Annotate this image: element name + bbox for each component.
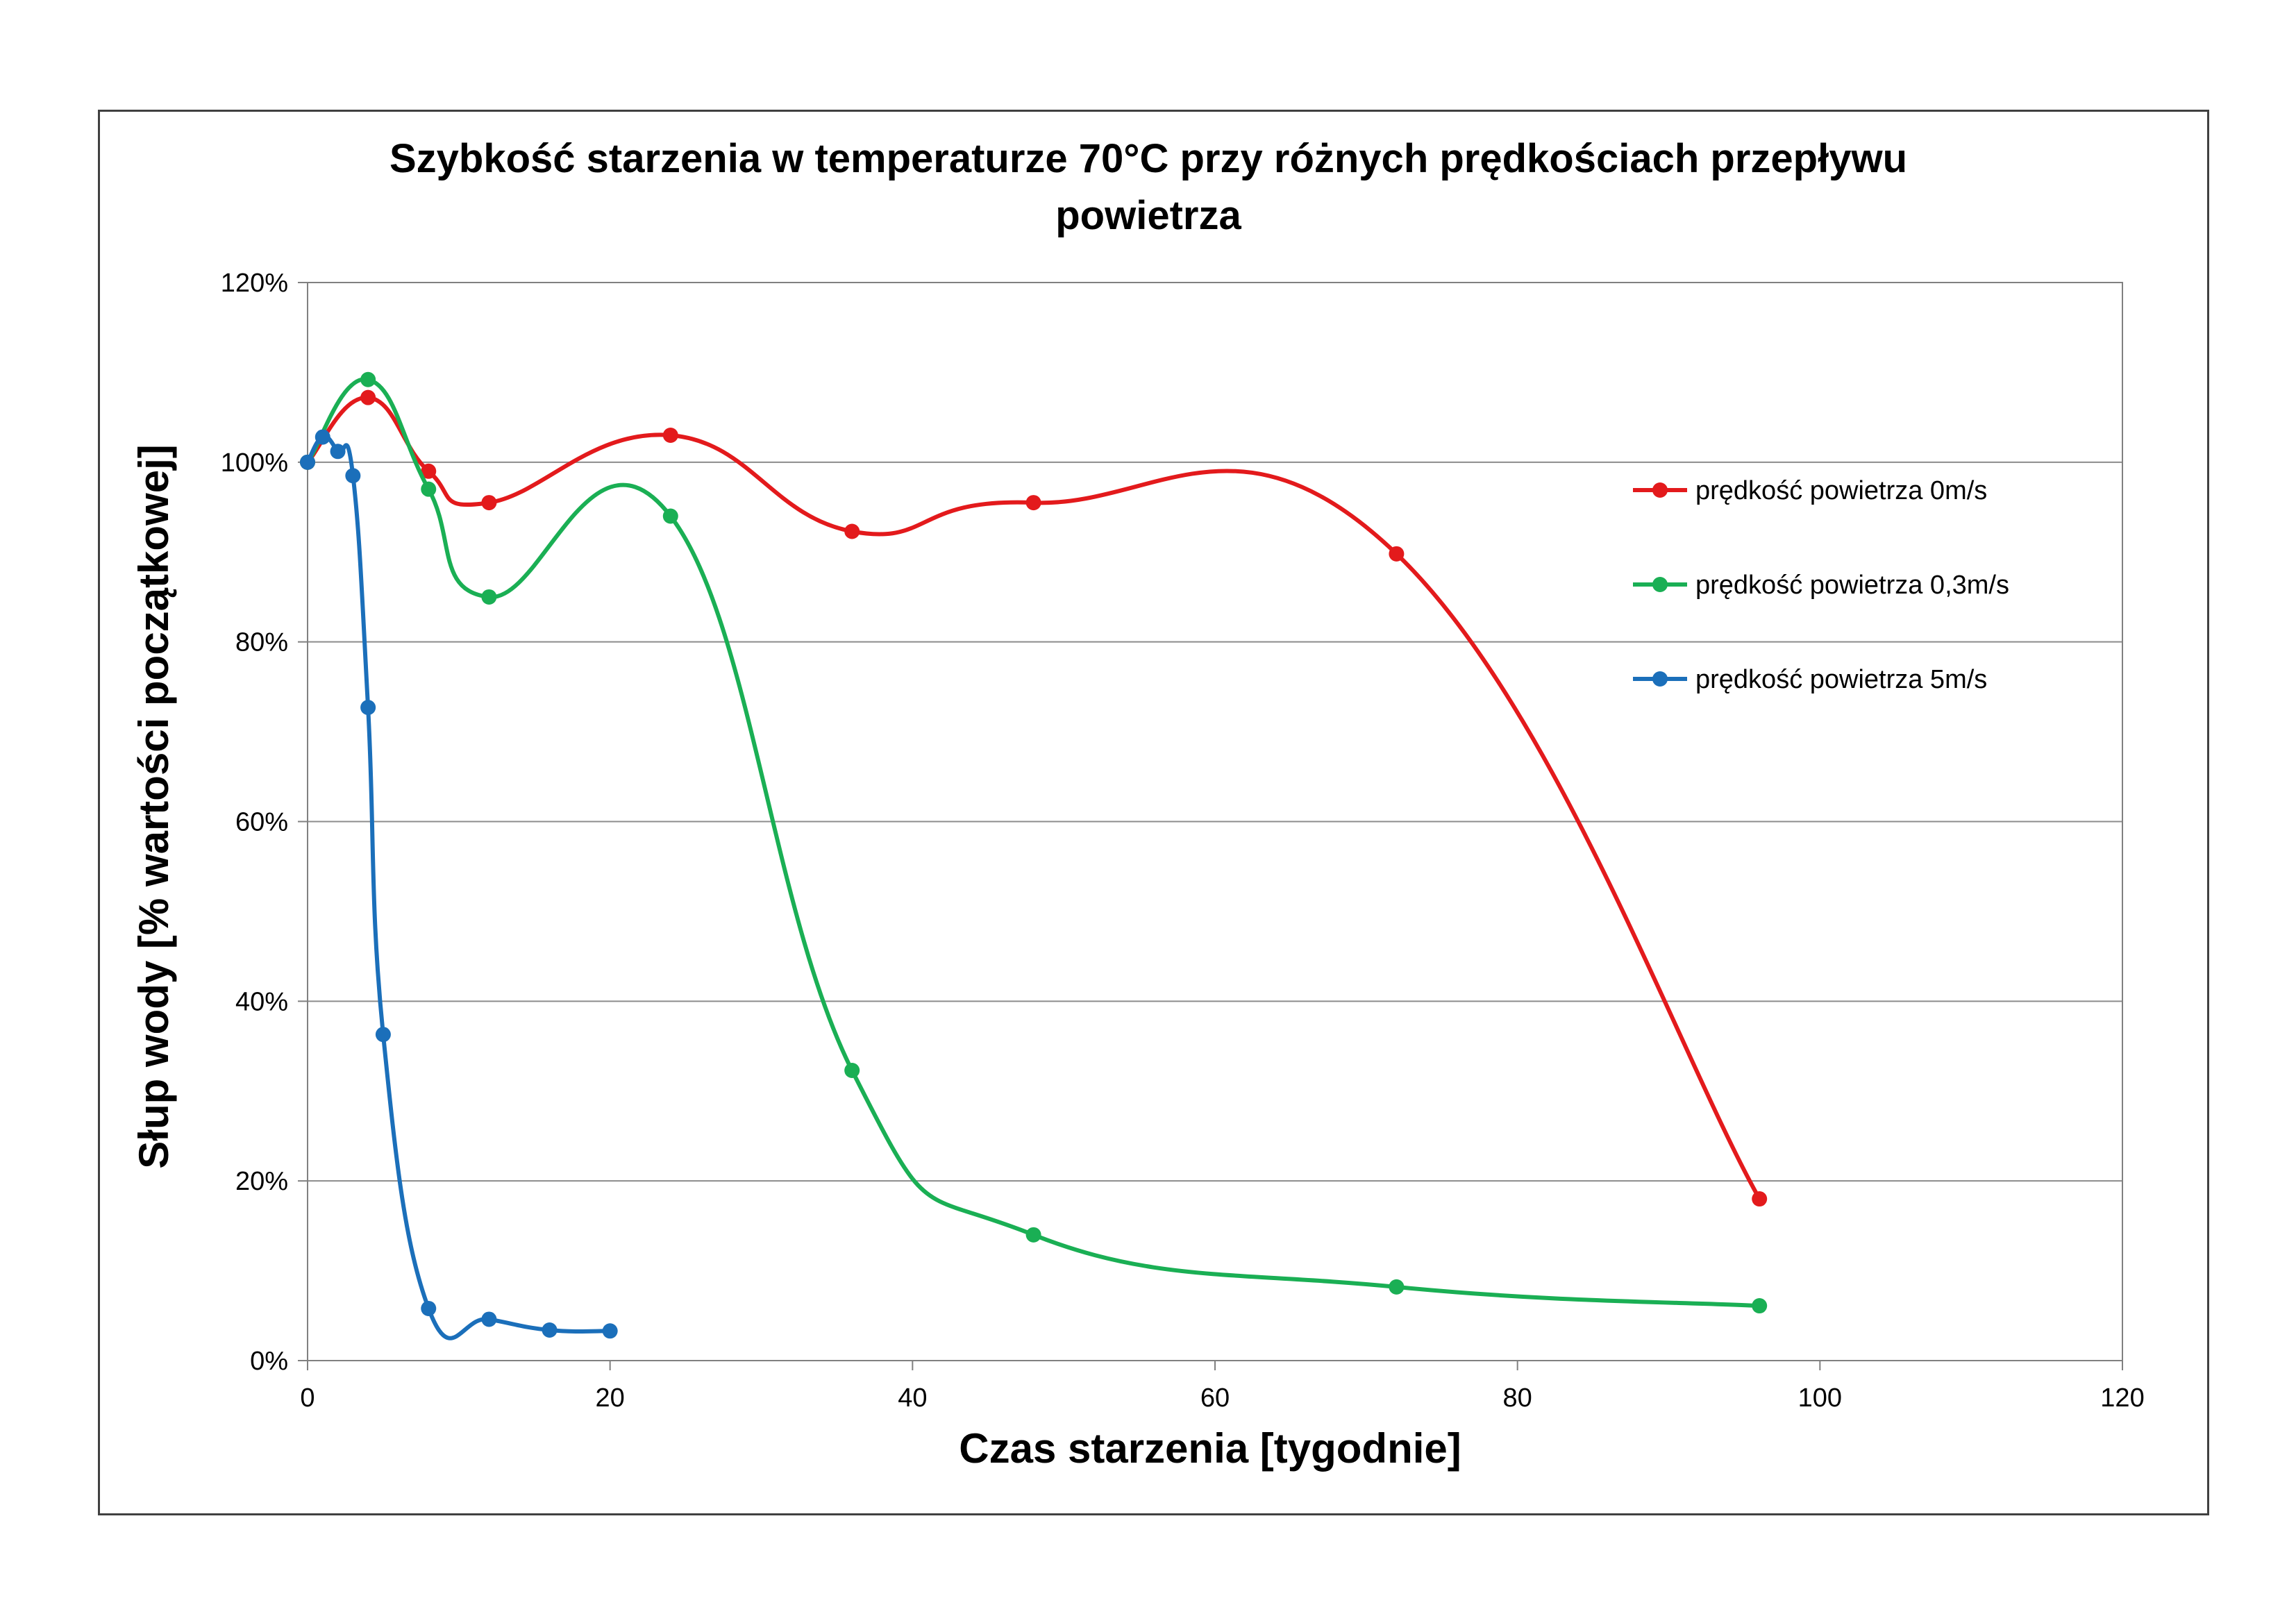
legend-label: prędkość powietrza 0m/s — [1695, 476, 1987, 505]
legend-item-2: prędkość powietrza 0,3m/s — [1633, 571, 2009, 600]
series-1 — [300, 389, 1768, 1207]
legend-marker — [1652, 482, 1668, 498]
data-point — [375, 1027, 391, 1043]
axes: 0% 20% 40% 60% 80% 100% 120% 0 20 40 60 80 100 120 — [221, 269, 2145, 1413]
data-point — [315, 429, 330, 445]
y-tick-label: 80% — [235, 628, 288, 657]
chart-title-line-2: powietrza — [1055, 193, 1241, 238]
data-point — [1752, 1298, 1768, 1314]
x-axis-title: Czas starzenia [tygodnie] — [959, 1425, 1461, 1472]
legend-label: prędkość powietrza 5m/s — [1695, 665, 1987, 694]
series-line — [305, 435, 612, 1340]
y-tick-label: 100% — [221, 448, 288, 478]
y-tick-label: 20% — [235, 1167, 288, 1196]
y-tick-label: 60% — [235, 808, 288, 837]
y-tick-label: 40% — [235, 987, 288, 1016]
data-point — [602, 1323, 618, 1339]
data-point — [662, 428, 678, 444]
x-tick-label: 20 — [596, 1384, 625, 1413]
data-point — [360, 700, 376, 716]
data-point — [330, 444, 346, 460]
x-tick-label: 80 — [1503, 1384, 1532, 1413]
legend-item-3: prędkość powietrza 5m/s — [1633, 665, 1987, 694]
data-point — [1025, 1227, 1041, 1243]
y-tick-label: 120% — [221, 269, 288, 298]
legend-item-1: prędkość powietrza 0m/s — [1633, 476, 1987, 505]
data-point — [421, 463, 437, 479]
series-line — [305, 395, 1762, 1201]
series-3 — [300, 429, 618, 1340]
x-tick-label: 120 — [2100, 1384, 2144, 1413]
x-tick-label: 0 — [300, 1384, 315, 1413]
chart-title-line-1: Szybkość starzenia w temperaturze 70°C p… — [389, 136, 1907, 181]
data-point — [481, 1311, 497, 1327]
data-point — [481, 589, 497, 605]
series-line — [305, 377, 1762, 1309]
data-point — [360, 371, 376, 387]
data-point — [844, 523, 860, 539]
data-point — [1025, 495, 1041, 511]
y-axis-title: Słup wody [% wartości początkowej] — [131, 444, 177, 1169]
data-point — [1389, 546, 1405, 562]
data-point — [1389, 1279, 1405, 1295]
legend-label: prędkość powietrza 0,3m/s — [1695, 571, 2009, 600]
data-point — [1752, 1191, 1768, 1207]
series-lines — [300, 371, 1768, 1340]
data-point — [360, 389, 376, 405]
y-tick-label: 0% — [250, 1347, 288, 1376]
data-point — [542, 1322, 558, 1338]
x-tick-label: 40 — [898, 1384, 927, 1413]
x-tick-label: 100 — [1798, 1384, 1842, 1413]
legend: prędkość powietrza 0m/s prędkość powietrz… — [1633, 476, 2009, 694]
data-point — [421, 1300, 437, 1316]
legend-marker — [1652, 577, 1668, 592]
data-point — [345, 468, 361, 484]
data-point — [481, 495, 497, 511]
legend-marker — [1652, 671, 1668, 687]
data-point — [300, 454, 315, 470]
data-point — [421, 481, 437, 497]
chart-frame — [98, 110, 2209, 1515]
series-2 — [300, 371, 1768, 1314]
data-point — [662, 508, 678, 524]
x-tick-label: 60 — [1200, 1384, 1230, 1413]
gridlines — [308, 461, 2122, 1182]
data-point — [844, 1062, 860, 1078]
